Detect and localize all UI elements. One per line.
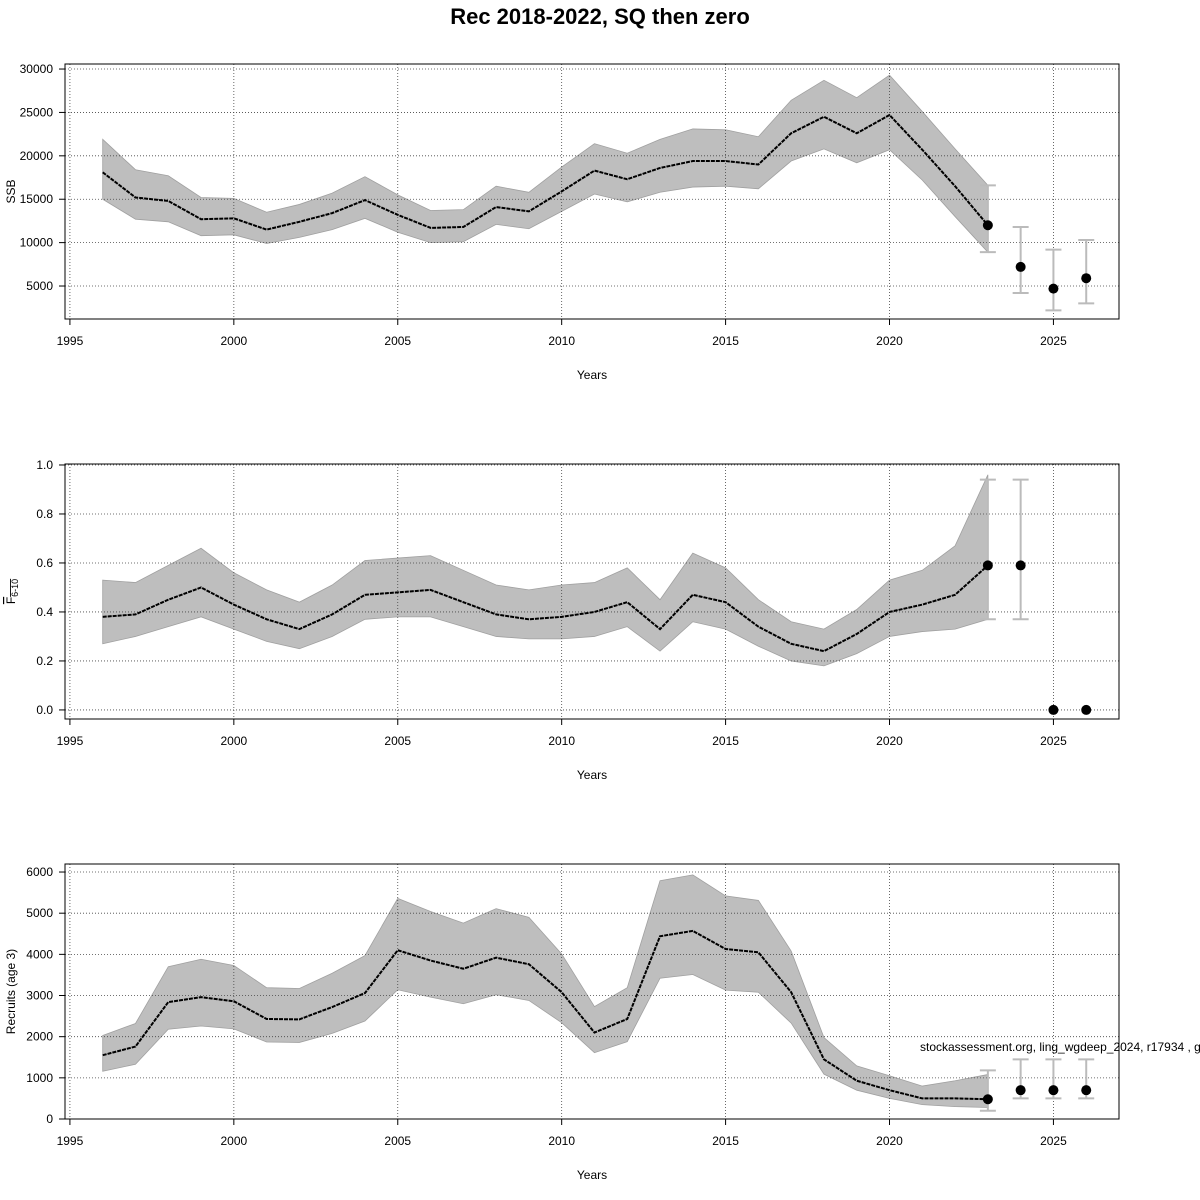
y-axis-label: Recruits (age 3) — [4, 949, 18, 1034]
projection-point — [1048, 704, 1059, 715]
x-tick-label: 2025 — [1040, 734, 1067, 748]
x-tick-label: 2010 — [548, 734, 575, 748]
panel-1: 1995 2000 2005 2010 2015 2020 2025 5000 10000 150… — [4, 62, 1120, 382]
x-tick-label: 2005 — [384, 1134, 411, 1148]
x-tick-label: 2020 — [876, 1134, 903, 1148]
y-tick-label: 0.8 — [36, 507, 53, 521]
x-tick-label: 2015 — [712, 1134, 739, 1148]
annotation-text: stockassessment.org, ling_wgdeep_2024, r… — [920, 1040, 1200, 1054]
projection-point — [1081, 704, 1092, 715]
y-tick-label: 0.4 — [36, 605, 53, 619]
x-tick-label: 2010 — [548, 334, 575, 348]
y-tick-label: 0 — [46, 1112, 53, 1126]
x-tick-label: 2000 — [220, 734, 247, 748]
x-tick-label: 2020 — [876, 734, 903, 748]
x-tick-label: 2010 — [548, 1134, 575, 1148]
y-tick-label: 0.2 — [36, 654, 53, 668]
x-axis-label: Years — [577, 368, 607, 382]
y-tick-label: 20000 — [20, 149, 54, 163]
plot-frame — [64, 463, 1120, 720]
projection-point — [1015, 1085, 1026, 1096]
projection-point — [1015, 261, 1026, 272]
x-tick-label: 2025 — [1040, 1134, 1067, 1148]
y-tick-label: 30000 — [20, 62, 54, 76]
projection-point — [1048, 1085, 1059, 1096]
y-tick-label: 5000 — [26, 906, 53, 920]
confidence-band — [102, 474, 989, 667]
confidence-band — [102, 74, 989, 254]
median-line — [102, 113, 989, 231]
x-tick-label: 2020 — [876, 334, 903, 348]
y-tick-label: 25000 — [20, 105, 54, 119]
y-tick-label: 4000 — [26, 947, 53, 961]
x-tick-label: 2005 — [384, 334, 411, 348]
median-line — [102, 564, 989, 653]
confidence-band — [102, 874, 989, 1108]
y-tick-label: 1.0 — [36, 458, 53, 472]
y-tick-label: 0.6 — [36, 556, 53, 570]
projection-point — [982, 560, 993, 571]
y-tick-label: 0.0 — [36, 703, 53, 717]
x-tick-label: 2015 — [712, 734, 739, 748]
projection-point — [982, 220, 993, 231]
x-tick-label: 2000 — [220, 1134, 247, 1148]
x-tick-label: 1995 — [57, 1134, 84, 1148]
plot-frame — [64, 63, 1120, 320]
x-tick-label: 1995 — [57, 334, 84, 348]
x-tick-label: 2000 — [220, 334, 247, 348]
y-tick-label: 3000 — [26, 989, 53, 1003]
panel-2: 1995 2000 2005 2010 2015 2020 2025 0.0 0.2 0.4 0.6… — [4, 458, 1120, 782]
x-tick-label: 2015 — [712, 334, 739, 348]
y-axis-label: SSB — [4, 179, 18, 203]
y-tick-label: 10000 — [20, 236, 54, 250]
projection-point — [982, 1094, 993, 1105]
projection-point — [1081, 1085, 1092, 1096]
x-axis-label: Years — [577, 1168, 607, 1182]
x-tick-label: 1995 — [57, 734, 84, 748]
x-tick-label: 2005 — [384, 734, 411, 748]
y-tick-label: 5000 — [26, 279, 53, 293]
projection-point — [1081, 273, 1092, 284]
median-line — [102, 929, 988, 1101]
x-tick-label: 2025 — [1040, 334, 1067, 348]
x-axis-label: Years — [577, 768, 607, 782]
y-tick-label: 15000 — [20, 192, 54, 206]
y-tick-label: 2000 — [26, 1030, 53, 1044]
y-tick-label: 1000 — [26, 1071, 53, 1085]
y-axis-label: F6-10 — [4, 579, 20, 604]
chart-title: Rec 2018-2022, SQ then zero — [450, 4, 750, 29]
y-tick-label: 6000 — [26, 865, 53, 879]
plot-frame — [64, 863, 1120, 1120]
projection-point — [1015, 560, 1026, 571]
panel-3: 1995 2000 2005 2010 2015 2020 2025 0 1000 2000 300… — [4, 863, 1120, 1182]
projection-point — [1048, 283, 1059, 294]
